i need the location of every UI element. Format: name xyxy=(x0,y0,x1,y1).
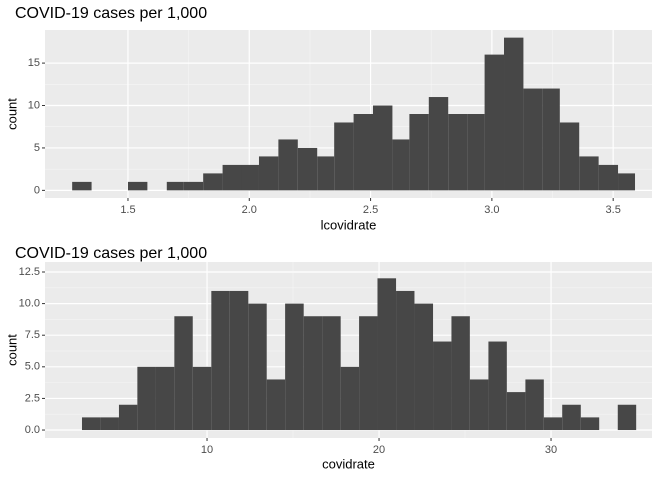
y-tick-label: 2.5 xyxy=(25,392,40,404)
histogram-bar xyxy=(542,88,560,191)
histogram-bar xyxy=(278,139,298,191)
x-axis-title: lcovidrate xyxy=(321,217,377,232)
y-axis-title: count xyxy=(4,334,19,366)
y-tick-label: 0.0 xyxy=(25,424,40,436)
histogram-bar xyxy=(334,122,354,191)
histogram-bar xyxy=(248,303,267,431)
y-tick-label: 5 xyxy=(34,142,40,154)
histogram-bar xyxy=(258,156,279,191)
histogram-bar xyxy=(392,139,410,191)
histogram-bar xyxy=(373,105,393,191)
x-tick-label: 1.5 xyxy=(120,204,135,216)
y-tick-label: 7.5 xyxy=(25,329,40,341)
histogram-bar xyxy=(229,290,249,431)
histogram-bar xyxy=(81,417,101,431)
y-axis-title: count xyxy=(4,98,19,130)
x-tick-label: 2.0 xyxy=(242,204,257,216)
histogram-bar xyxy=(285,303,304,431)
histogram-bar xyxy=(359,316,378,431)
x-tick-label: 3.5 xyxy=(606,204,621,216)
chart-title: COVID-19 cases per 1,000 xyxy=(15,5,207,22)
histogram-bar xyxy=(183,181,204,191)
histogram-bar xyxy=(137,366,156,431)
histogram-bar xyxy=(504,37,524,191)
y-tick-label: 10 xyxy=(28,99,40,111)
histogram-bar xyxy=(580,417,600,431)
histogram-bar xyxy=(451,316,470,431)
histogram-bar xyxy=(598,164,619,191)
y-tick-label: 5.0 xyxy=(25,361,40,373)
histogram-bar xyxy=(617,404,637,431)
histogram-bar xyxy=(303,316,323,431)
histogram-bar xyxy=(523,88,543,191)
histogram-bar xyxy=(396,290,415,431)
histogram-bar xyxy=(488,341,507,431)
histogram-bar xyxy=(192,366,212,431)
x-tick-label: 30 xyxy=(545,444,557,456)
x-tick-label: 10 xyxy=(201,444,213,456)
histogram-bar xyxy=(322,316,341,431)
histogram-bar xyxy=(211,290,230,431)
histogram-bar xyxy=(467,114,485,191)
x-tick-label: 20 xyxy=(373,444,385,456)
histogram-bar xyxy=(618,173,636,191)
histogram-bar xyxy=(377,278,397,431)
histogram-bar xyxy=(433,341,452,431)
histogram-bar xyxy=(127,181,148,191)
histogram-bar xyxy=(340,366,360,431)
histogram-bar xyxy=(506,392,526,431)
histogram-bar xyxy=(414,303,434,431)
histogram-bar xyxy=(166,181,184,191)
x-axis-title: covidrate xyxy=(322,456,375,471)
histogram-bar xyxy=(297,147,318,191)
histogram-bar xyxy=(72,181,92,191)
histogram-bar xyxy=(428,97,449,191)
histogram-bar xyxy=(579,156,599,191)
histogram-bar xyxy=(409,114,429,191)
y-tick-label: 15 xyxy=(28,57,40,69)
x-tick-label: 2.5 xyxy=(363,204,378,216)
histogram-bar xyxy=(203,173,223,191)
histogram-bar xyxy=(525,379,544,431)
histogram-bar xyxy=(100,417,119,431)
y-tick-label: 10.0 xyxy=(19,298,40,310)
y-tick-label: 12.5 xyxy=(19,266,40,278)
histogram-bar xyxy=(317,156,335,191)
histogram-bar xyxy=(562,404,581,431)
chart-title: COVID-19 cases per 1,000 xyxy=(15,245,207,262)
histogram-bar xyxy=(118,404,138,431)
histogram-bar xyxy=(266,379,286,431)
histogram-bar xyxy=(559,122,580,191)
y-tick-label: 0 xyxy=(34,184,40,196)
histogram-bar xyxy=(543,417,563,431)
histogram-bar xyxy=(155,366,175,431)
histogram-bar xyxy=(222,164,242,191)
histogram-bar xyxy=(469,379,489,431)
histogram-bar xyxy=(353,114,374,191)
histogram-bar xyxy=(448,114,468,191)
x-tick-label: 3.0 xyxy=(484,204,499,216)
histogram-bar xyxy=(241,164,259,191)
histogram-bar xyxy=(484,54,505,191)
histogram-bar xyxy=(174,316,193,431)
